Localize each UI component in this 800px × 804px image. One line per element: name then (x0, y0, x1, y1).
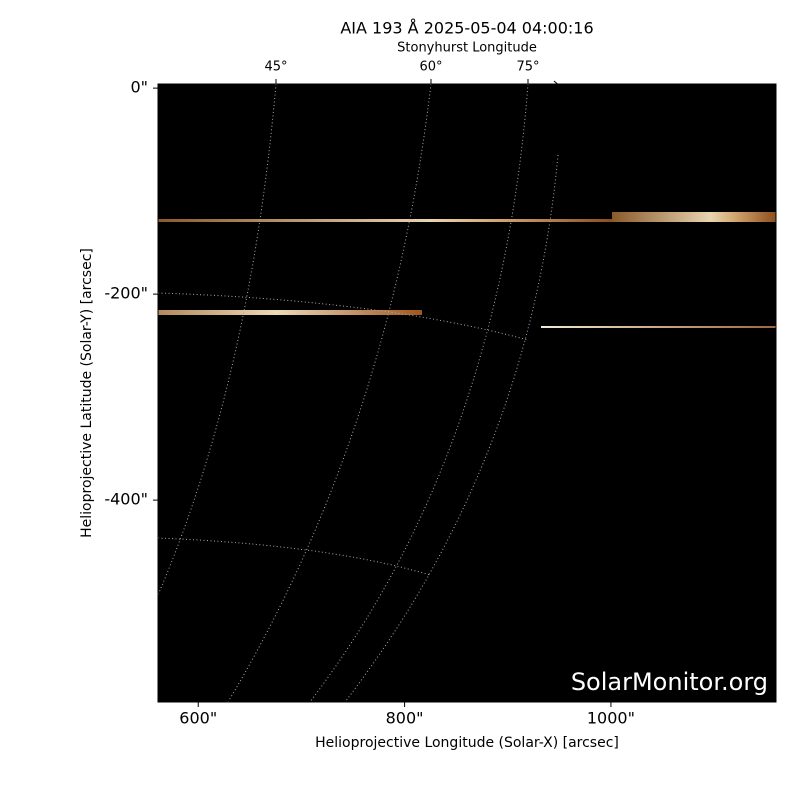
y-tick-label: -200" (104, 284, 148, 303)
chart-title: AIA 193 Å 2025-05-04 04:00:16 (340, 19, 593, 38)
top-tick-label: 45° (264, 60, 287, 75)
top-axis-label: Stonyhurst Longitude (397, 41, 537, 56)
top-tick-label: 75° (516, 60, 539, 75)
y-axis-label: Helioprojective Latitude (Solar-Y) [arcs… (79, 248, 95, 538)
top-tick-label: 60° (419, 60, 442, 75)
y-tick-label: 0" (130, 78, 148, 97)
x-tick-label: 600" (179, 709, 217, 728)
image-streaks (158, 212, 776, 328)
plot-area (158, 84, 776, 702)
x-tick-label: 800" (386, 709, 424, 728)
watermark: SolarMonitor.org (571, 668, 768, 696)
plot-frame (157, 83, 777, 703)
x-axis-label: Helioprojective Longitude (Solar-X) [arc… (315, 735, 619, 751)
x-tick-label: 1000" (587, 709, 635, 728)
y-tick-label: -400" (104, 490, 148, 509)
